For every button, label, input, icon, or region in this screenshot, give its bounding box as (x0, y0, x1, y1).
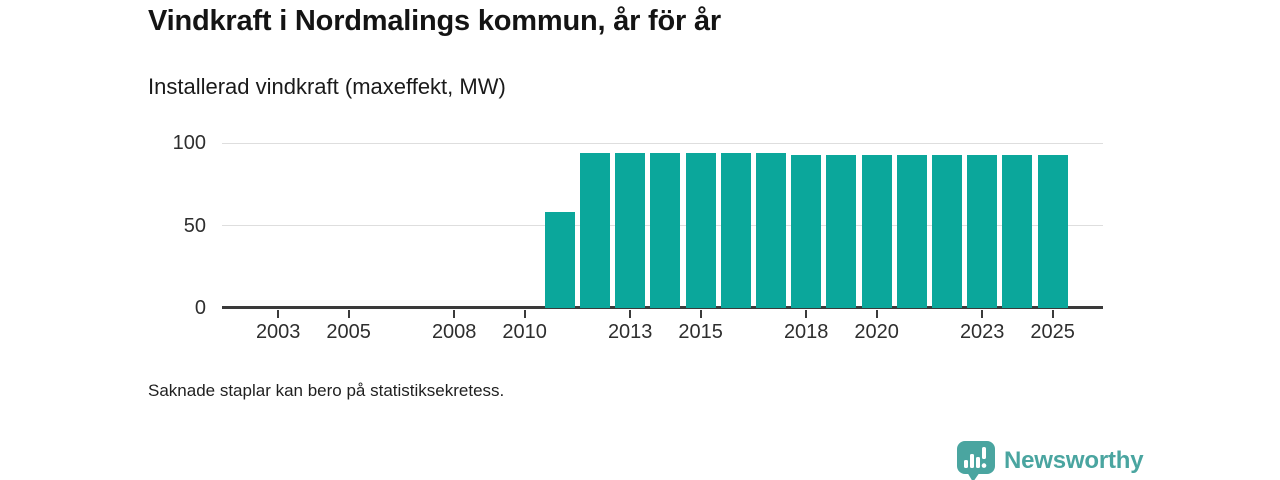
bar-2013 (615, 152, 646, 308)
bar-2017 (756, 152, 786, 308)
x-axis-tick-label-2023: 2023 (959, 321, 1005, 343)
y-axis-tick-label: 100 (172, 132, 206, 154)
x-axis-tick-label-2015: 2015 (678, 321, 723, 343)
bar-2021 (896, 154, 927, 308)
x-axis-tick-label-2013: 2013 (607, 321, 653, 343)
chart-title: Vindkraft i Nordmalings kommun, år för å… (148, 5, 721, 37)
bar-2019 (826, 154, 857, 308)
x-axis-tick-2013 (629, 310, 632, 318)
x-axis-tick-label-2020: 2020 (854, 321, 899, 343)
bar-2011 (544, 212, 575, 308)
bar-2015 (685, 152, 716, 308)
y-axis-tick-label: 0 (194, 297, 206, 319)
x-axis-tick-label-2008: 2008 (431, 321, 477, 343)
footnote: Saknade staplar kan bero på statistiksek… (148, 381, 505, 400)
x-axis-tick-2025 (1051, 310, 1054, 318)
bar-2022 (932, 154, 962, 308)
x-axis-tick-2018 (805, 310, 808, 318)
gridline-y100 (222, 142, 1103, 144)
bar-2014 (650, 152, 681, 308)
x-axis-tick-label-2003: 2003 (255, 321, 301, 343)
x-axis-tick-2003 (277, 310, 280, 318)
x-axis-tick-2008 (453, 310, 456, 318)
newsworthy-logo-icon (956, 440, 996, 480)
x-axis-tick-2023 (981, 310, 984, 318)
newsworthy-brand-link[interactable]: Newsworthy (956, 440, 1144, 480)
bar-2020 (861, 154, 892, 308)
x-axis-tick-label-2025: 2025 (1030, 321, 1075, 343)
x-axis-tick-label-2010: 2010 (502, 321, 547, 343)
x-axis-tick-label-2018: 2018 (783, 321, 829, 343)
x-axis-tick-2020 (875, 310, 878, 318)
bar-2024 (1002, 154, 1033, 308)
plot-area: 0 50 100 2003 2005 2008 2010 2013 2015 2018 2020 20… (173, 132, 1103, 343)
bar-2016 (720, 152, 751, 308)
brand-name: Newsworthy (1004, 447, 1144, 474)
bar-2012 (580, 152, 610, 308)
bar-2025 (1037, 154, 1068, 308)
chart-subtitle: Installerad vindkraft (maxeffekt, MW) (148, 74, 506, 99)
x-axis-tick-2015 (699, 310, 702, 318)
x-axis-tick-2010 (523, 310, 526, 318)
bar-2018 (791, 154, 822, 308)
bar-2023 (967, 154, 998, 308)
y-axis-tick-label: 50 (183, 214, 206, 237)
x-axis-tick-2005 (347, 310, 350, 318)
x-axis-tick-label-2005: 2005 (326, 321, 371, 343)
